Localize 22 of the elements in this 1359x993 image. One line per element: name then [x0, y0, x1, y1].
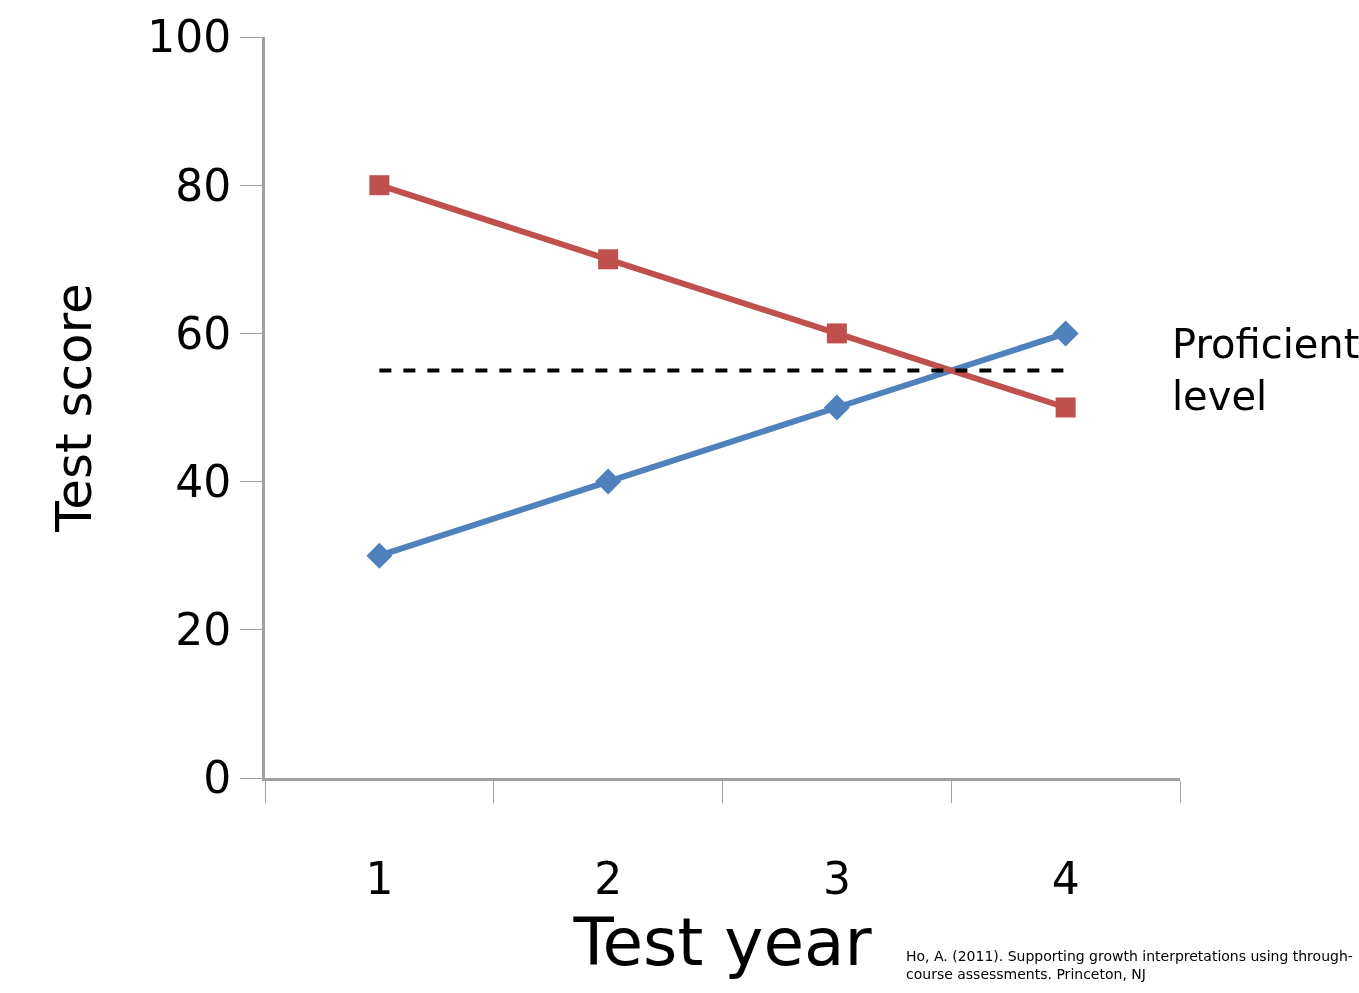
x-tick-label: 3 — [822, 852, 851, 904]
point — [1052, 320, 1079, 347]
y-tick-label: 60 — [175, 307, 232, 359]
x-tick-label: 1 — [365, 852, 394, 904]
point — [826, 323, 847, 344]
point — [595, 468, 622, 495]
y-axis-title: Test score — [45, 283, 104, 533]
text: Ho, A. (2011). Supporting growth interpretations using through- course assessments. Princeton, NJ — [906, 948, 1353, 983]
point — [598, 249, 619, 270]
y-tick-label: 40 — [175, 456, 232, 507]
y-tick-label: 80 — [175, 159, 232, 211]
y-tick-label: 0 — [203, 752, 232, 804]
x-tick-label: 2 — [594, 852, 623, 904]
point — [1055, 397, 1076, 418]
x-axis-title: Test year — [572, 903, 873, 981]
point — [369, 175, 390, 196]
point — [366, 542, 393, 569]
x-tick-label: 4 — [1051, 852, 1080, 904]
y-tick-label: 100 — [147, 11, 232, 63]
y-tick-label: 20 — [175, 604, 232, 656]
ref-line-label: Proficient level — [1172, 321, 1359, 419]
point — [823, 394, 850, 421]
